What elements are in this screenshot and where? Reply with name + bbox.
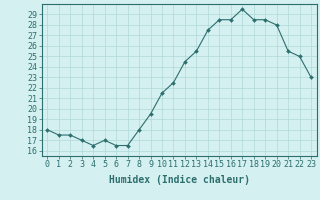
X-axis label: Humidex (Indice chaleur): Humidex (Indice chaleur) <box>109 175 250 185</box>
